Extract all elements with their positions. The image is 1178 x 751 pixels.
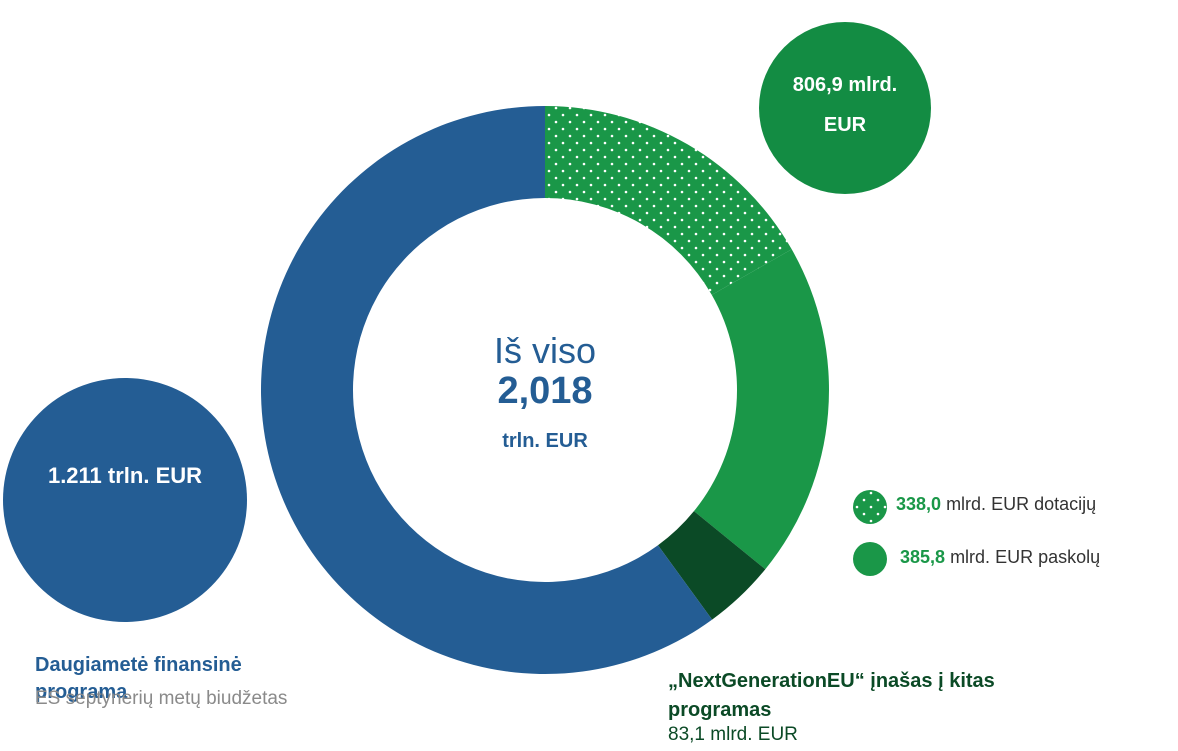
donut-segment bbox=[260, 106, 713, 674]
legend-entry: 385,8 mlrd. EUR paskolų bbox=[900, 547, 1100, 568]
center-value: 2,018 bbox=[497, 370, 593, 412]
mff-circle bbox=[3, 378, 247, 622]
ngeu-label: „NextGenerationEU“ įnašas į kitas progra… bbox=[668, 670, 995, 721]
legend-value: 385,8 bbox=[900, 547, 946, 567]
unit: mlrd. EUR bbox=[710, 724, 798, 745]
mff-value: 1.211 trln. EUR bbox=[47, 463, 203, 488]
legend-swatch bbox=[853, 542, 887, 576]
legend-value: 338,0 bbox=[896, 494, 942, 514]
legend-entry: 338,0 mlrd. EUR dotacijų bbox=[896, 494, 1096, 515]
donut-segment bbox=[657, 511, 766, 620]
donut-segment bbox=[545, 106, 792, 295]
donut-segment bbox=[693, 249, 829, 570]
ngeu-value: 83,1 mlrd. EUR bbox=[668, 724, 798, 746]
value-label: 83,1 bbox=[668, 724, 705, 745]
mff-subtitle: ES septynerių metų biudžetas bbox=[35, 688, 288, 709]
mff-label: Daugiametė finansinė programa bbox=[35, 654, 242, 703]
legend-unit: mlrd. EUR bbox=[946, 494, 1030, 514]
center-title: Iš viso bbox=[493, 330, 597, 371]
ngeu-circle bbox=[759, 22, 931, 194]
legend-label: paskolų bbox=[1038, 547, 1101, 567]
legend-label: dotacijų bbox=[1034, 494, 1097, 514]
legend-unit: mlrd. EUR bbox=[950, 547, 1034, 567]
center-unit: trln. EUR bbox=[502, 430, 588, 452]
ngeu-total: 806,9 mlrd. EUR bbox=[792, 74, 898, 136]
legend-swatch bbox=[853, 490, 887, 524]
